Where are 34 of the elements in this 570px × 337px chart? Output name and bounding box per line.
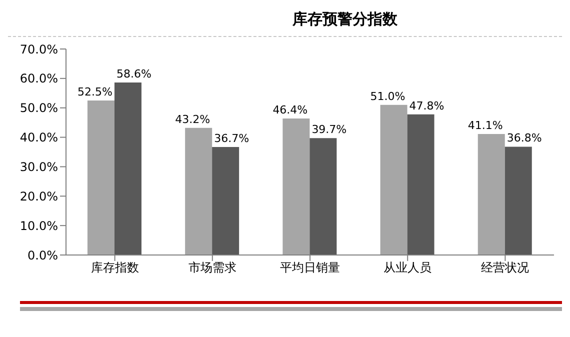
y-tick-label: 20.0% [20, 189, 58, 204]
data-label: 51.0% [370, 90, 406, 103]
y-tick-label: 60.0% [20, 72, 58, 86]
bar [212, 146, 240, 255]
bar [185, 128, 212, 255]
y-tick-label: 30.0% [20, 160, 58, 174]
data-label: 43.2% [175, 112, 210, 126]
data-label: 36.7% [214, 132, 250, 145]
x-tick-label: 从业人员 [384, 260, 432, 275]
y-tick-label: 10.0% [20, 218, 58, 233]
x-tick-label: 平均日销量 [280, 260, 340, 275]
data-label: 39.7% [312, 123, 347, 136]
bar [407, 114, 434, 255]
y-tick-label: 70.0% [20, 42, 58, 56]
bar [310, 138, 337, 255]
data-label: 47.8% [409, 99, 444, 112]
chart-title: 库存预警分指数 [291, 9, 398, 30]
y-tick-label: 40.0% [20, 130, 58, 145]
bar [504, 146, 532, 255]
bar [282, 118, 310, 255]
bar [114, 82, 142, 255]
x-tick-label: 库存指数 [90, 260, 139, 275]
x-tick-label: 经营状况 [481, 260, 530, 275]
data-label: 46.4% [272, 103, 308, 116]
y-tick-label: 50.0% [20, 101, 58, 116]
x-tick-label: 市场需求 [188, 260, 236, 275]
data-label: 58.6% [116, 68, 152, 81]
bar [87, 100, 114, 255]
bar [478, 134, 505, 255]
y-tick-label: 0.0% [28, 248, 58, 262]
data-label: 36.8% [506, 132, 542, 145]
data-label: 52.5% [77, 86, 112, 98]
data-label: 41.1% [468, 119, 503, 132]
bar [380, 104, 408, 255]
